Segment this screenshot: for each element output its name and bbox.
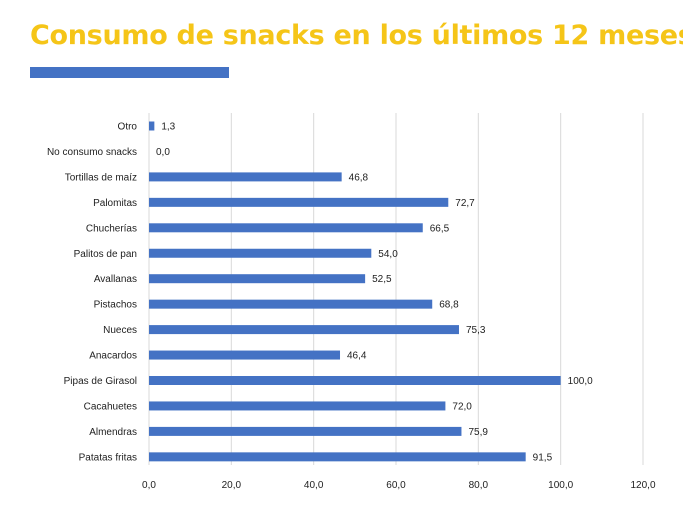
bar: [149, 197, 449, 207]
category-label: Nueces: [103, 325, 137, 336]
x-tick-label: 40,0: [304, 480, 324, 491]
bar: [149, 121, 155, 131]
value-label: 66,5: [430, 223, 450, 234]
value-label: 75,3: [466, 325, 486, 336]
category-label: Cacahuetes: [84, 401, 137, 412]
x-tick-label: 60,0: [386, 480, 406, 491]
bar: [149, 350, 341, 360]
category-label: Palomitas: [93, 198, 137, 209]
value-label: 75,9: [468, 427, 488, 438]
title-accent-bar: [30, 67, 229, 78]
bar: [149, 376, 561, 385]
bar: [149, 426, 462, 436]
bar: [149, 248, 372, 258]
category-label: Avallanas: [94, 274, 137, 285]
x-tick-label: 20,0: [222, 480, 242, 491]
bar: [149, 401, 446, 411]
category-label: Tortillas de maíz: [65, 172, 137, 183]
value-label: 54,0: [378, 249, 398, 260]
value-label: 0,0: [156, 147, 170, 158]
x-axis-ticks: 0,0 20,0 40,0 60,0 80,0 100,0 120,0: [142, 480, 656, 491]
category-label: Patatas fritas: [79, 452, 137, 463]
category-label: No consumo snacks: [47, 147, 137, 158]
x-tick-label: 100,0: [548, 480, 573, 491]
value-label: 72,0: [452, 401, 472, 412]
category-label: Pipas de Girasol: [64, 376, 137, 387]
category-label: Chucherías: [86, 223, 137, 234]
value-labels: 1,3 0,0 46,8 72,7 66,5 54,0 52,5 68,8 75,3 46,4 10…: [156, 122, 593, 464]
bar: [149, 172, 342, 182]
x-tick-label: 120,0: [630, 480, 655, 491]
value-label: 46,4: [347, 351, 367, 362]
chart-title: Consumo de snacks en los últimos 12 mese…: [30, 20, 683, 51]
category-label: Almendras: [89, 427, 137, 438]
category-label: Otro: [118, 122, 138, 133]
bar: [149, 274, 366, 284]
category-label: Anacardos: [89, 351, 137, 362]
value-label: 1,3: [161, 122, 175, 133]
x-tick-label: 0,0: [142, 480, 156, 491]
value-label: 68,8: [439, 300, 459, 311]
category-labels: Otro No consumo snacks Tortillas de maíz Pa…: [47, 122, 137, 464]
value-label: 52,5: [372, 274, 392, 285]
bars: [149, 121, 561, 462]
bar: [149, 452, 526, 462]
bar: [149, 299, 433, 309]
value-label: 46,8: [349, 172, 369, 183]
category-label: Palitos de pan: [74, 249, 137, 260]
bar: [149, 325, 459, 335]
value-label: 91,5: [533, 452, 553, 463]
gridlines: [148, 113, 644, 465]
value-label: 100,0: [568, 376, 593, 387]
x-tick-label: 80,0: [469, 480, 489, 491]
value-label: 72,7: [455, 198, 475, 209]
bar: [149, 223, 423, 233]
category-label: Pistachos: [94, 300, 137, 311]
